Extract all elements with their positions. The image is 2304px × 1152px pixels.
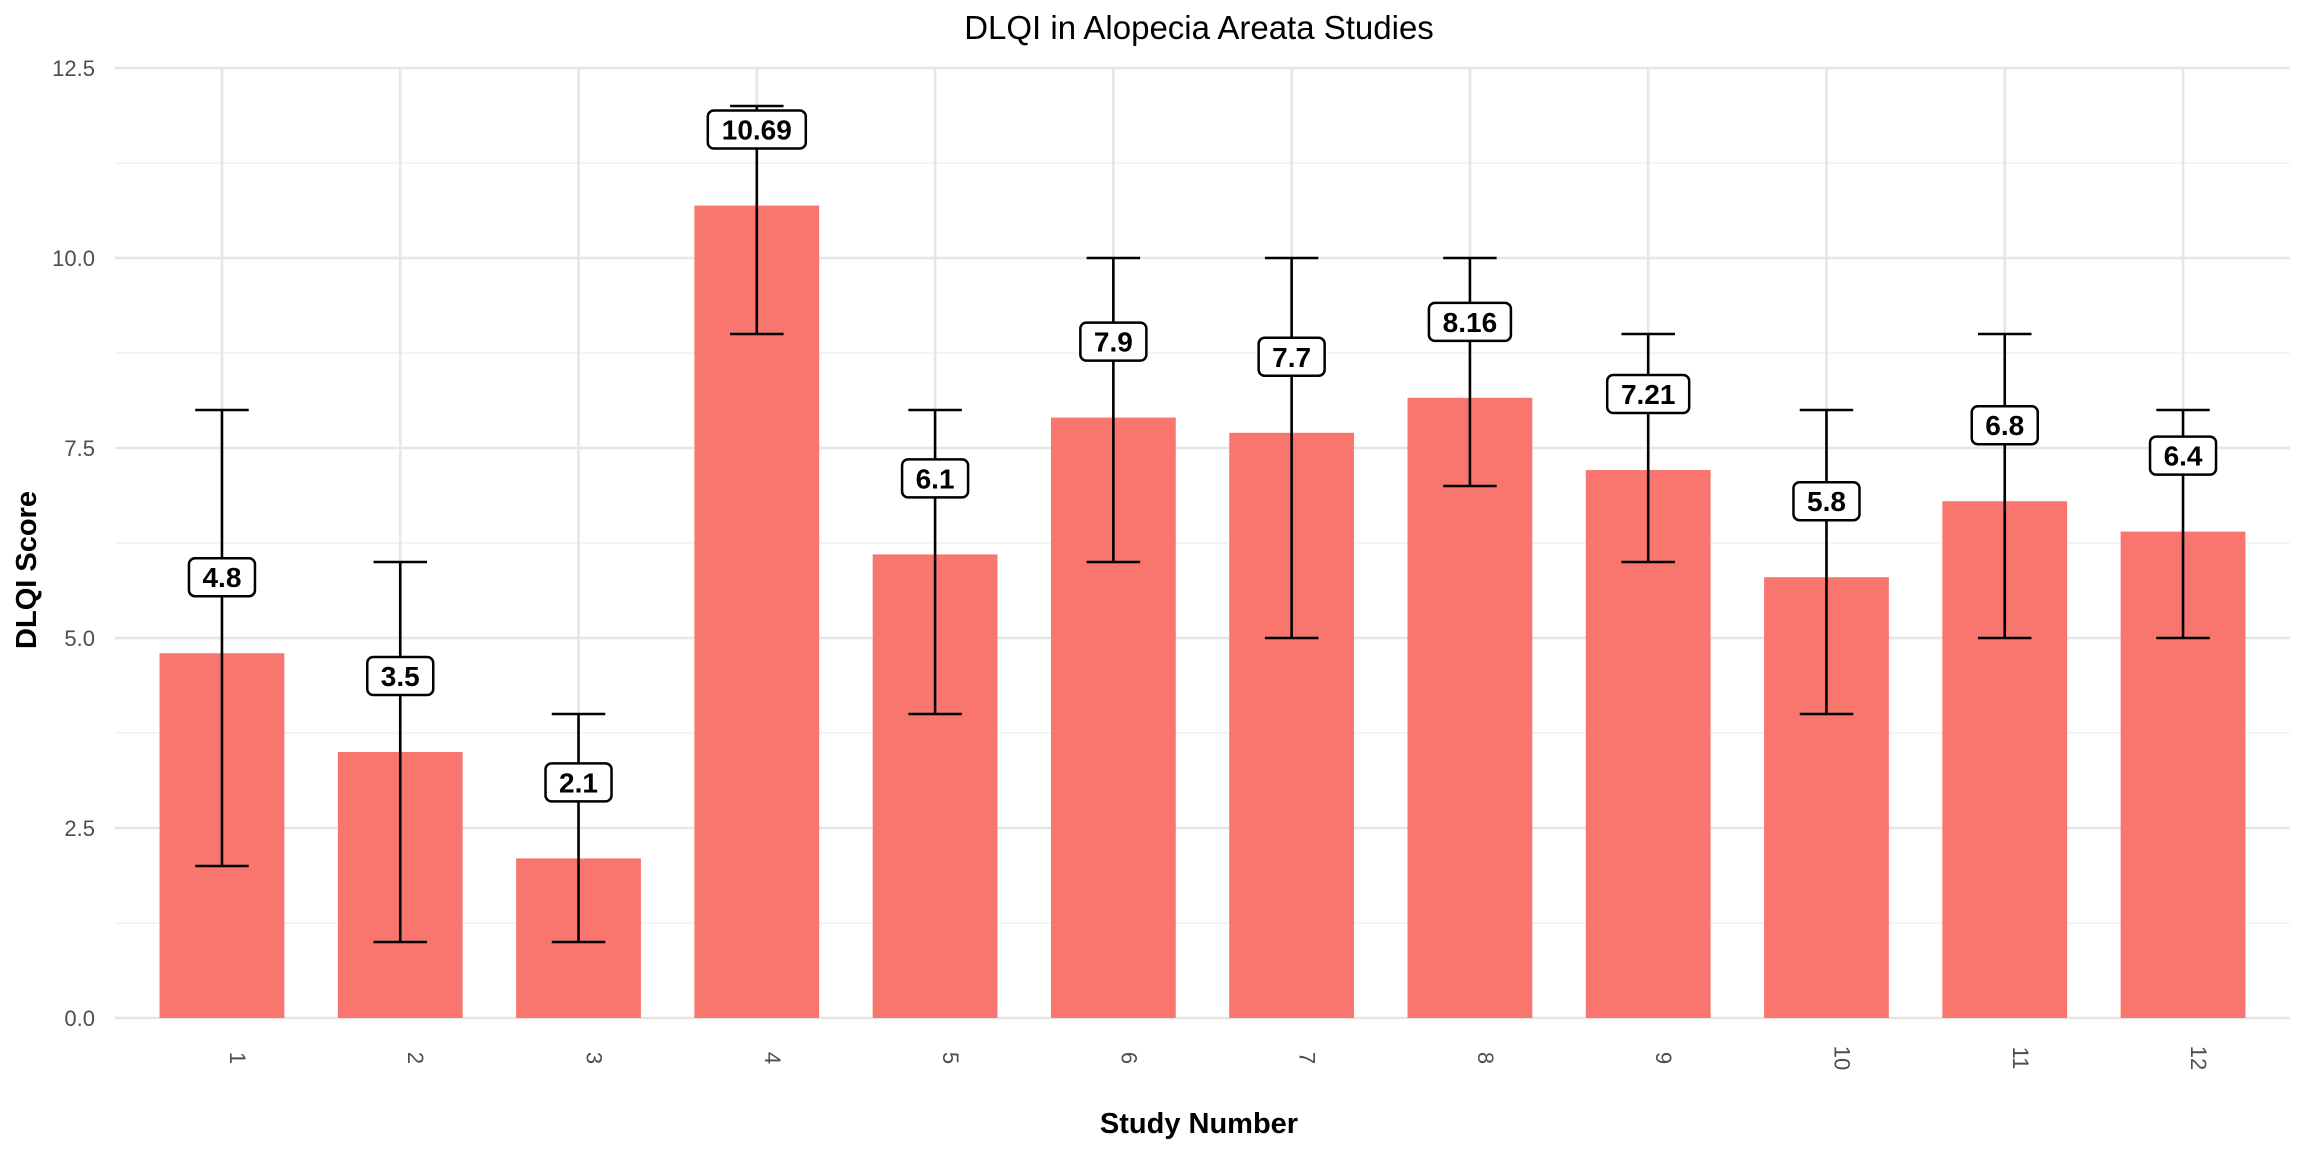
data-label: 6.8 [1970,404,2040,446]
data-label-text: 6.8 [1985,410,2024,441]
chart-title: DLQI in Alopecia Areata Studies [964,9,1434,46]
error-bar [1443,256,1497,488]
data-label: 3.5 [365,655,435,697]
x-tick-label: 10 [1829,1046,1854,1070]
data-label-text: 6.1 [916,463,955,494]
y-tick-label: 2.5 [64,816,95,841]
x-tick-label: 6 [1116,1052,1141,1064]
y-axis-ticks: 0.0 2.5 5.0 7.5 10.0 12.5 [52,56,95,1031]
data-label-text: 4.8 [202,562,241,593]
data-label-text: 7.7 [1272,342,1311,373]
data-label-text: 7.9 [1094,327,1133,358]
data-label: 8.16 [1427,301,1513,343]
error-bar [373,560,427,944]
data-label-box [365,655,435,697]
data-label-box [187,556,257,598]
data-label: 6.4 [2148,435,2218,476]
x-tick-label: 9 [1651,1052,1676,1064]
data-label-box [900,458,970,499]
data-label-text: 6.4 [2164,441,2203,472]
data-label: 7.21 [1605,373,1691,415]
data-label-box [1970,404,2040,446]
x-tick-label: 8 [1473,1052,1498,1064]
data-label-box [706,109,808,150]
x-tick-label: 11 [2008,1047,2033,1070]
data-label-box [1079,321,1148,362]
x-tick-label: 2 [403,1052,428,1064]
data-label: 7.9 [1079,321,1148,362]
data-label-text: 10.69 [722,115,792,146]
y-axis-title: DLQI Score [11,491,43,649]
x-tick-label: 1 [225,1052,250,1064]
error-bar [1264,256,1319,640]
x-tick-label: 12 [2186,1046,2211,1070]
bars [159,205,2246,1019]
x-axis-ticks: 1 2 3 4 5 6 7 8 9 10 11 12 [225,1046,2211,1070]
y-tick-label: 12.5 [52,56,95,81]
x-tick-label: 7 [1295,1052,1320,1064]
data-label: 4.8 [187,556,257,598]
data-label-text: 8.16 [1443,307,1498,338]
data-label-text: 7.21 [1621,379,1676,410]
data-label: 2.1 [544,762,613,803]
error-bars [195,104,2210,944]
data-label-box [1257,336,1326,378]
x-tick-label: 4 [760,1052,785,1064]
error-bar [1621,332,1675,564]
error-bar [551,712,606,944]
error-bar [1086,256,1141,564]
y-tick-label: 7.5 [64,436,95,461]
data-label-text: 3.5 [381,661,420,692]
data-label-text: 5.8 [1807,486,1846,517]
data-label-box [544,762,613,803]
data-label-box [1792,480,1861,522]
x-tick-label: 3 [582,1052,607,1064]
data-label-text: 2.1 [559,767,598,798]
data-labels: 4.8 3.5 2.1 10.69 6.1 7.9 7.7 8.16 7.21 5.8 6.8 6.4 [187,109,2218,803]
y-tick-label: 0.0 [64,1006,95,1031]
x-tick-label: 5 [938,1052,963,1064]
bar [694,205,820,1018]
data-label: 7.7 [1257,336,1326,378]
error-bar [1799,408,1854,716]
y-tick-label: 5.0 [64,626,95,651]
error-bar [1978,332,2032,640]
data-label-box [1605,373,1691,415]
data-label-box [2148,435,2218,476]
data-label: 5.8 [1792,480,1861,522]
data-label: 6.1 [900,458,970,499]
error-bar [195,408,249,868]
bar [1407,397,1533,1019]
x-axis-title: Study Number [1100,1108,1298,1140]
y-tick-label: 10.0 [52,246,95,271]
data-label: 10.69 [706,109,808,150]
data-label-box [1427,301,1513,343]
